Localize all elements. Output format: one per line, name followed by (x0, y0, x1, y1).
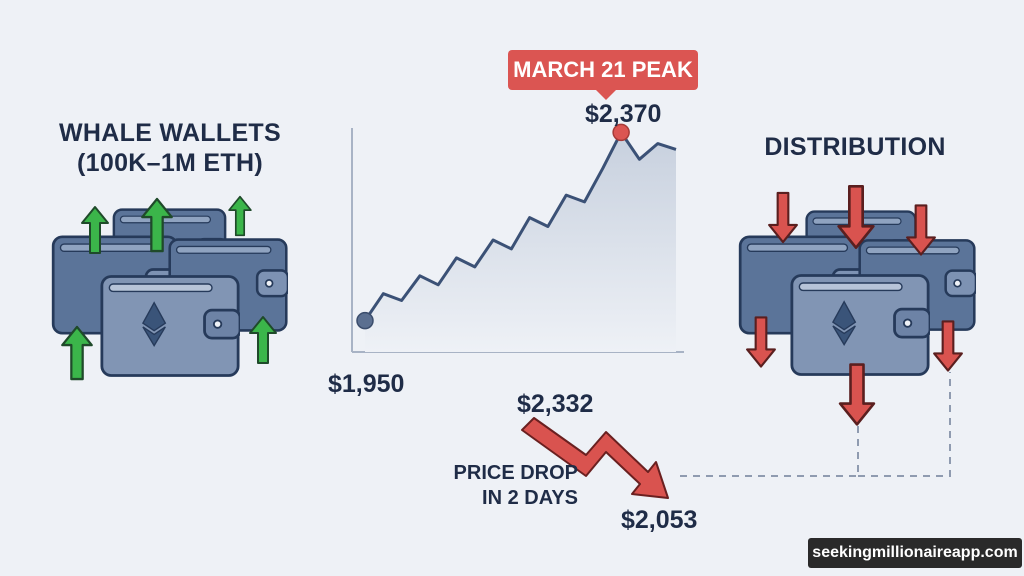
drop-from-price-label: $2,332 (517, 390, 594, 418)
whale-wallets-title-line1: WHALE WALLETS (59, 119, 281, 147)
march-21-peak-badge: MARCH 21 PEAK (508, 50, 698, 100)
start-point (356, 311, 374, 330)
whale-wallets-illustration (51, 195, 288, 381)
eth-wallet-icon (100, 275, 240, 377)
start-price-label: $1,950 (328, 370, 405, 398)
watermark-label: seekingmillionaireapp.com (808, 538, 1022, 568)
eth-wallet-icon (790, 274, 930, 376)
price-drop-caption-line1: PRICE DROP (453, 462, 578, 484)
whale-wallets-title: WHALE WALLETS (100K–1M ETH) (50, 118, 290, 178)
distribution-title: DISTRIBUTION (764, 133, 946, 161)
peak-point (612, 123, 630, 142)
dashed-connector (680, 372, 951, 477)
distribution-illustration (738, 184, 976, 426)
up-arrow-icon (228, 195, 252, 237)
chart-area-fill (365, 132, 676, 352)
whale-wallets-title-line2: (100K–1M ETH) (77, 149, 263, 177)
peak-price-label: $2,370 (585, 100, 662, 128)
up-arrow-icon (61, 325, 93, 381)
down-arrow-icon (768, 191, 798, 244)
price-drop-caption: PRICE DROP IN 2 DAYS (420, 461, 578, 511)
price-drop-arrow-icon (521, 417, 669, 499)
price-chart (351, 123, 684, 353)
price-drop-caption-line2: IN 2 DAYS (482, 487, 578, 509)
drop-to-price-label: $2,053 (621, 506, 698, 534)
